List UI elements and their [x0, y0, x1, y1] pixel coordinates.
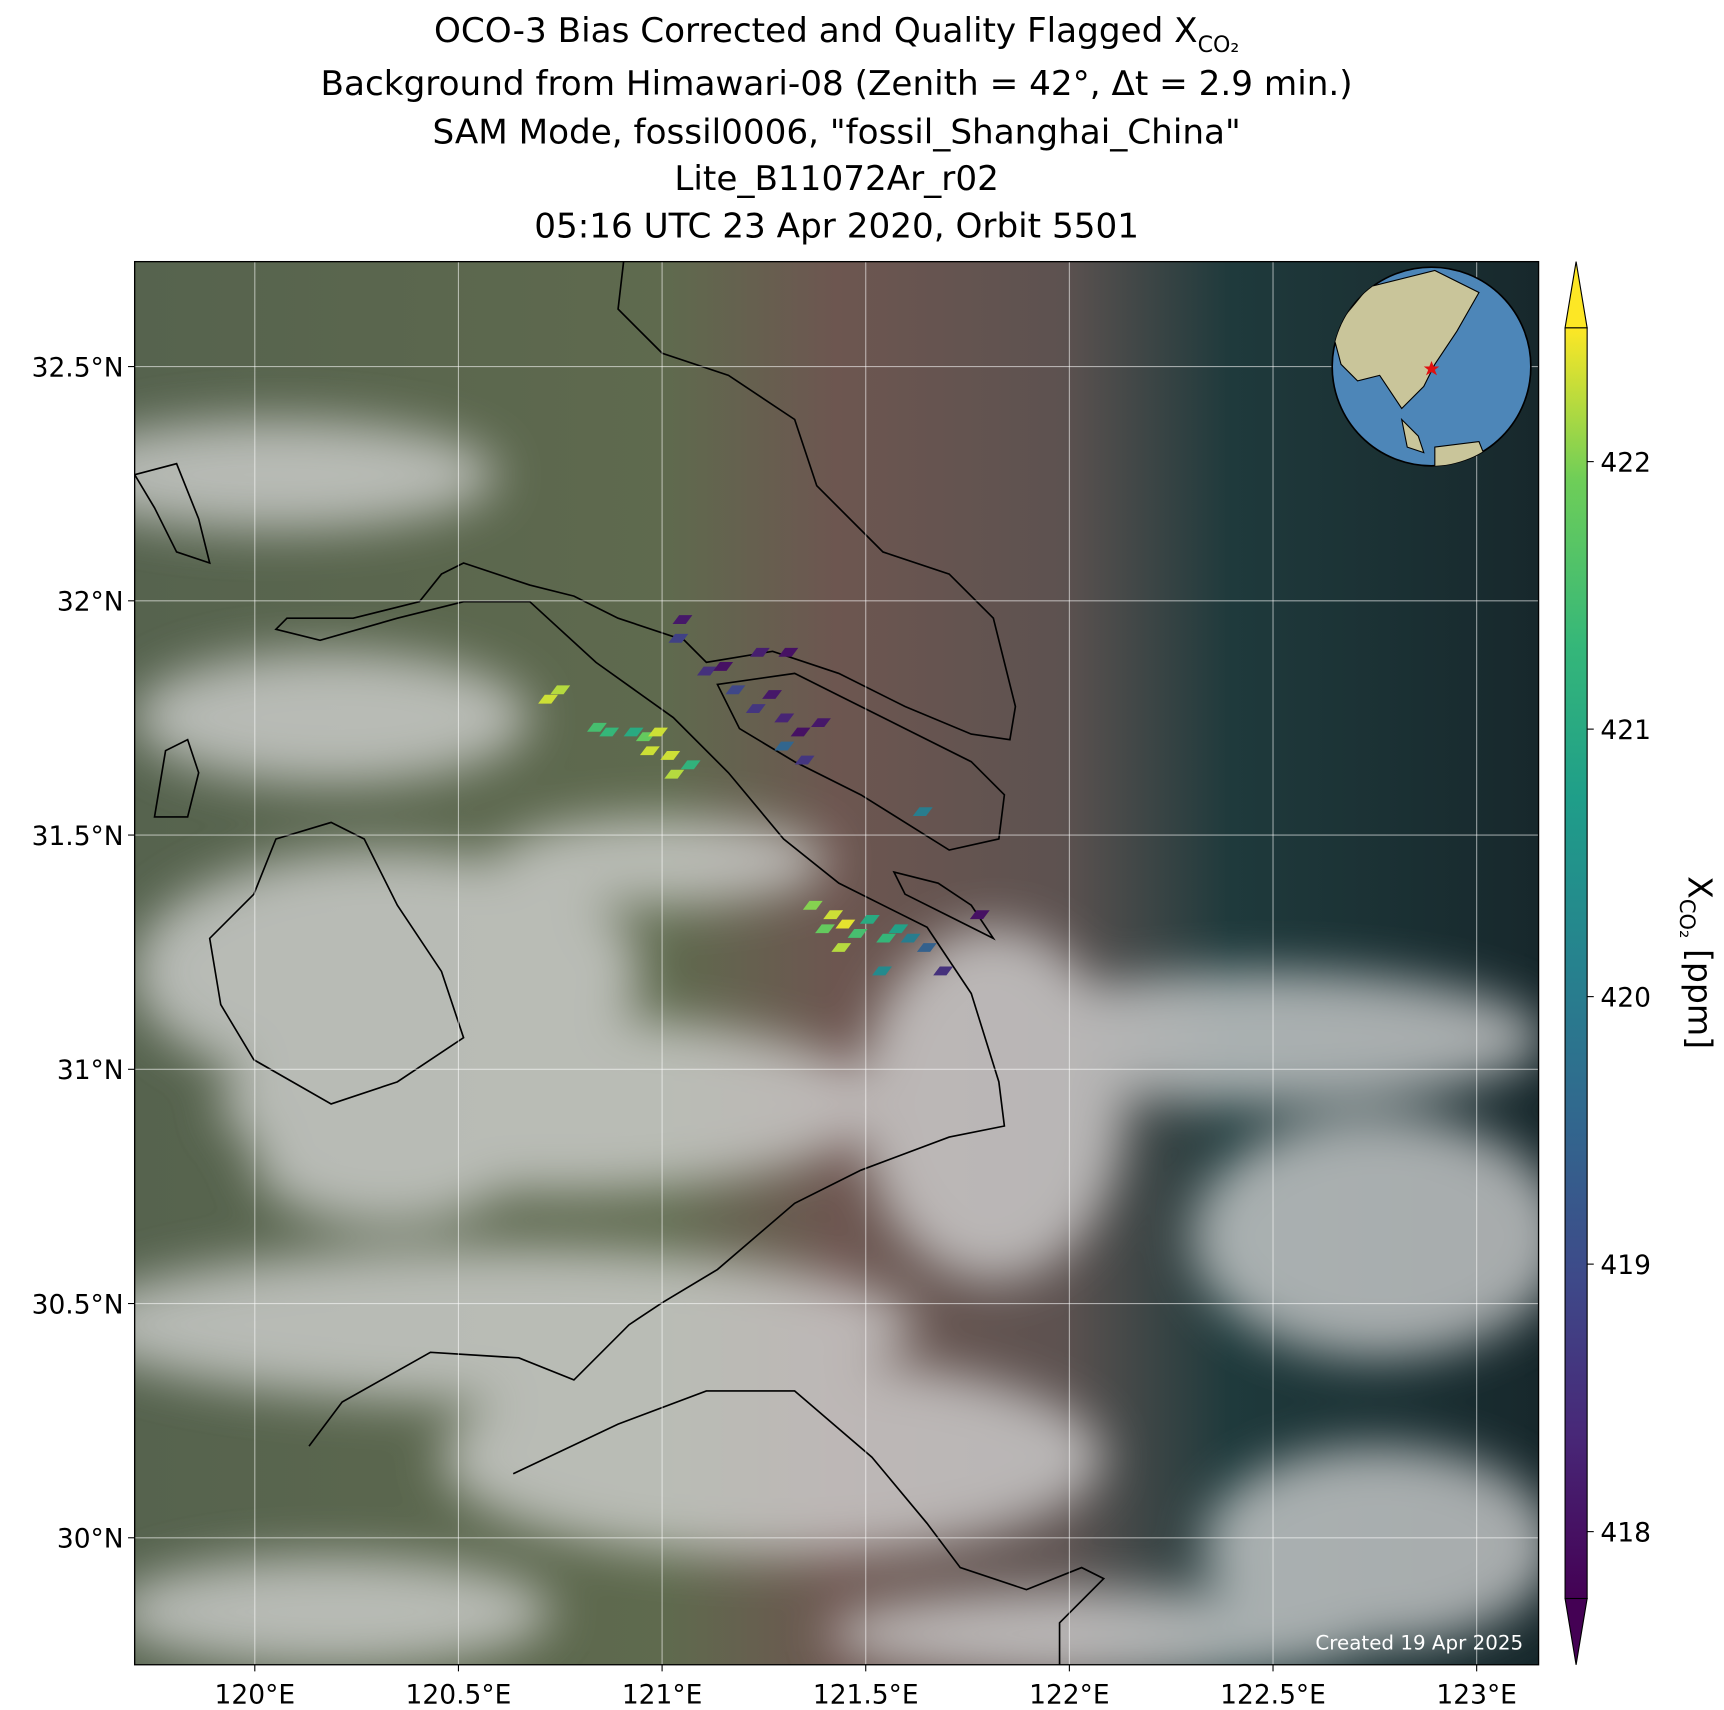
soundings — [538, 615, 990, 976]
sounding — [916, 943, 937, 952]
x-tick-label: 120°E — [215, 1679, 296, 1710]
colorbar-tick-label: 420 — [1600, 983, 1651, 1014]
sounding — [823, 910, 844, 920]
title-text: OCO-3 Bias Corrected and Quality Flagged… — [434, 11, 1198, 51]
title-line: Background from Himawari-08 (Zenith = 42… — [321, 64, 1353, 104]
sounding — [713, 661, 734, 671]
sounding — [778, 647, 799, 657]
y-tick-label: 32°N — [57, 587, 124, 618]
colorbar-label-text: X — [1681, 876, 1720, 899]
title-line: 05:16 UTC 23 Apr 2020, Orbit 5501 — [534, 206, 1139, 246]
x-tick-label: 123°E — [1436, 1679, 1517, 1710]
x-tick-label: 121°E — [622, 1679, 703, 1710]
colorbar-label: XCO₂ [ppm] — [1675, 876, 1720, 1049]
colorbar-tick-label: 419 — [1600, 1250, 1651, 1281]
sounding — [538, 694, 558, 704]
grid: 120°E 120.5°E 121°E 121.5°E 122°E 122.5°E 123°… — [32, 261, 1539, 1710]
sounding — [664, 769, 685, 779]
x-tick-label: 122.5°E — [1220, 1679, 1326, 1710]
sounding — [933, 966, 954, 976]
sounding — [550, 685, 571, 695]
sounding — [774, 741, 795, 751]
sounding — [872, 966, 892, 976]
title-subscript: CO₂ — [1198, 33, 1240, 58]
sounding — [900, 933, 921, 943]
sounding — [859, 914, 880, 924]
sounding — [794, 755, 815, 765]
x-tick-label: 121.5°E — [813, 1679, 919, 1710]
y-tick-label: 32.5°N — [32, 353, 124, 384]
sounding — [725, 685, 746, 695]
colorbar-tick-label: 421 — [1600, 715, 1651, 746]
sounding — [668, 633, 689, 643]
sounding — [831, 943, 852, 952]
sounding — [623, 727, 644, 737]
sounding — [774, 713, 795, 723]
colorbar-label-unit: [ppm] — [1681, 938, 1720, 1049]
axes-frame — [133, 260, 1540, 1666]
colorbar-tick-label: 422 — [1600, 448, 1651, 479]
sounding — [835, 919, 856, 929]
x-tick-label: 122°E — [1029, 1679, 1110, 1710]
colorbar-tick-label: 418 — [1600, 1518, 1651, 1549]
sounding — [680, 760, 701, 770]
title-line: OCO-3 Bias Corrected and Quality Flagged… — [434, 11, 1239, 58]
y-tick-label: 31°N — [57, 1055, 124, 1086]
sounding — [811, 718, 831, 728]
inset-globe — [1331, 266, 1532, 467]
map-background — [134, 261, 1539, 1665]
sounding — [672, 615, 693, 624]
colorbar-label-subscript: CO₂ — [1675, 899, 1699, 939]
title-line: SAM Mode, fossil0006, "fossil_Shanghai_C… — [432, 113, 1240, 153]
colorbar-ticks: 418 419 420 421 422 — [1587, 448, 1651, 1549]
sounding — [790, 727, 811, 737]
sounding — [648, 727, 668, 737]
y-tick-label: 30.5°N — [32, 1289, 124, 1320]
colorbar — [1564, 261, 1588, 1665]
sounding — [802, 900, 823, 910]
x-tick-label: 120.5°E — [406, 1679, 512, 1710]
y-tick-label: 30°N — [57, 1524, 124, 1555]
sounding — [888, 924, 909, 934]
sounding — [660, 750, 681, 760]
y-tick-label: 31.5°N — [32, 821, 124, 852]
annotation: Created 19 Apr 2025 — [1315, 1631, 1523, 1654]
sounding — [847, 929, 868, 938]
sounding — [749, 647, 770, 657]
title-line: Lite_B11072Ar_r02 — [674, 159, 998, 199]
sounding — [599, 727, 620, 737]
sounding — [912, 807, 933, 817]
